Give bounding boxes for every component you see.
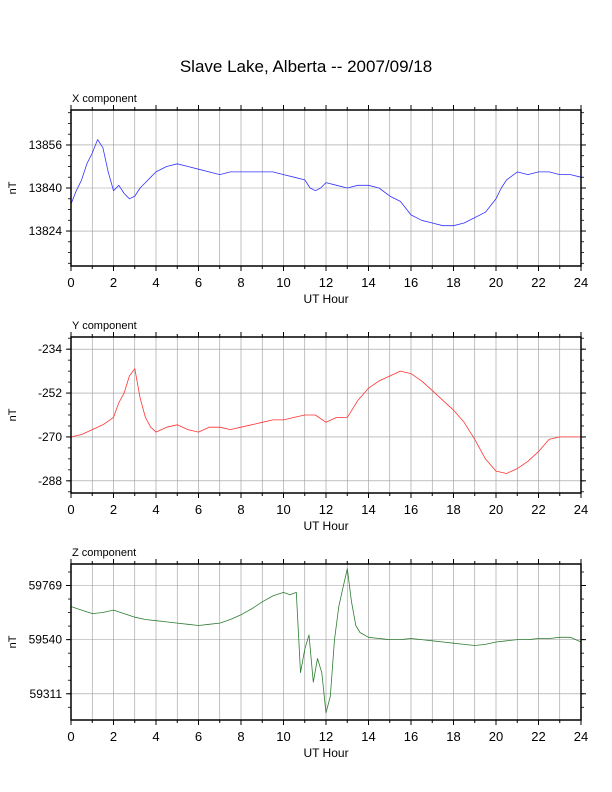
x-tick-label: 10 (276, 729, 290, 744)
x-tick-label: 10 (276, 275, 290, 290)
x-tick-label: 22 (531, 502, 545, 517)
x-tick-label: 12 (319, 502, 333, 517)
x-tick-label: 2 (110, 502, 117, 517)
x-tick-label: 0 (67, 275, 74, 290)
x-tick-label: 18 (446, 729, 460, 744)
x-tick-label: 0 (67, 729, 74, 744)
page-title: Slave Lake, Alberta -- 2007/09/18 (179, 57, 433, 76)
y-tick-label: -270 (38, 430, 62, 444)
plot-frame (70, 336, 582, 494)
panel-title: X component (72, 93, 137, 105)
x-tick-label: 8 (237, 729, 244, 744)
panel-title: Z component (72, 547, 136, 559)
y-tick-label: 59769 (29, 579, 63, 593)
series-line-y (70, 368, 581, 474)
x-tick-label: 22 (531, 729, 545, 744)
x-tick-label: 4 (152, 502, 159, 517)
x-tick-label: 16 (404, 275, 418, 290)
x-tick-label: 2 (110, 729, 117, 744)
y-tick-label: -234 (38, 342, 62, 356)
x-tick-label: 12 (319, 275, 333, 290)
x-tick-label: 22 (531, 275, 545, 290)
x-axis-label: UT Hour (303, 292, 348, 306)
x-tick-label: 4 (152, 275, 159, 290)
x-tick-label: 18 (446, 502, 460, 517)
plot-frame (70, 109, 582, 267)
x-tick-label: 2 (110, 275, 117, 290)
x-tick-label: 20 (489, 729, 503, 744)
y-tick-label: 13856 (29, 138, 63, 152)
x-tick-label: 8 (237, 275, 244, 290)
x-tick-label: 24 (574, 502, 588, 517)
y-axis-label: nT (7, 635, 19, 648)
y-tick-label: 59540 (29, 633, 63, 647)
x-axis-label: UT Hour (303, 519, 348, 533)
y-tick-label: 13824 (29, 224, 63, 238)
x-tick-label: 24 (574, 729, 588, 744)
x-tick-label: 6 (195, 275, 202, 290)
plot-frame (70, 563, 582, 721)
y-tick-label: 13840 (29, 181, 63, 195)
x-tick-label: 8 (237, 502, 244, 517)
y-axis-label: nT (7, 408, 19, 421)
series-line-z (70, 568, 582, 714)
x-tick-label: 14 (361, 275, 375, 290)
x-tick-label: 18 (446, 275, 460, 290)
series-line-x (70, 139, 582, 227)
y-tick-label: -252 (38, 386, 62, 400)
x-tick-label: 4 (152, 729, 159, 744)
x-tick-label: 14 (361, 729, 375, 744)
x-tick-label: 16 (404, 729, 418, 744)
x-tick-label: 10 (276, 502, 290, 517)
x-tick-label: 20 (489, 275, 503, 290)
x-tick-label: 6 (195, 729, 202, 744)
y-tick-label: 59311 (30, 687, 63, 701)
x-tick-label: 0 (67, 502, 74, 517)
x-tick-label: 6 (195, 502, 202, 517)
x-tick-label: 14 (361, 502, 375, 517)
x-axis-label: UT Hour (303, 746, 348, 760)
x-tick-label: 16 (404, 502, 418, 517)
y-axis-label: nT (7, 181, 19, 194)
x-tick-label: 20 (489, 502, 503, 517)
y-tick-label: -288 (38, 474, 62, 488)
x-tick-label: 12 (319, 729, 333, 744)
x-tick-label: 24 (574, 275, 588, 290)
panel-title: Y component (72, 320, 137, 332)
